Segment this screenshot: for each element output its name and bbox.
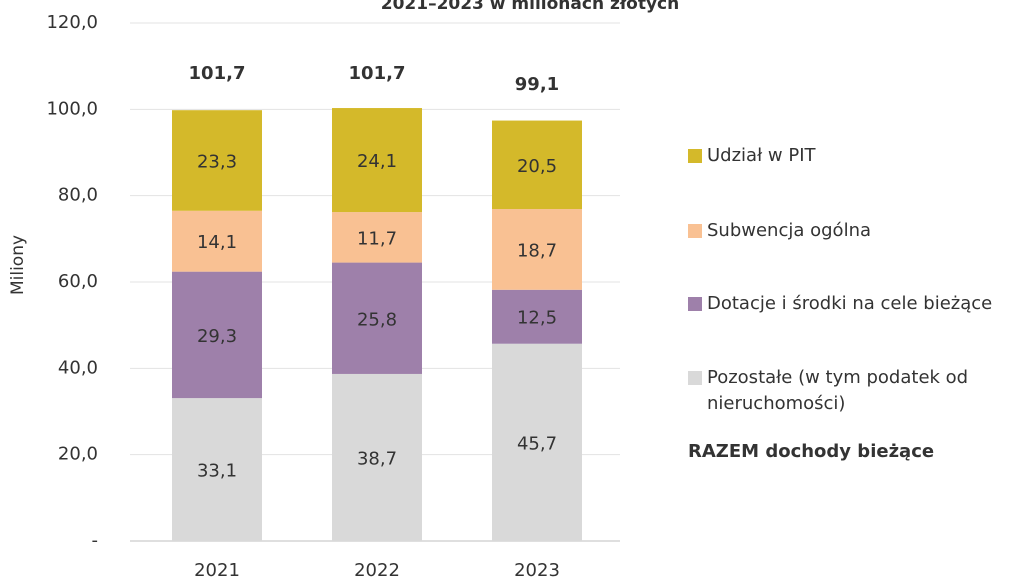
bar-segment [492, 343, 582, 541]
legend-item: RAZEM dochody bieżące [688, 439, 1028, 465]
legend-label: RAZEM dochody bieżące [688, 441, 935, 462]
total-label: 101,7 [189, 63, 246, 84]
value-label: 33,1 [197, 461, 237, 482]
y-tick-label: - [92, 530, 99, 551]
value-label: 23,3 [197, 151, 237, 172]
bar-segment [492, 209, 582, 290]
legend-label: Udział w PIT [707, 145, 816, 166]
y-axis-label: Miliony [8, 235, 28, 295]
legend-item: Dotacje i środki na cele bieżące [688, 291, 1028, 317]
value-label: 25,8 [357, 309, 397, 330]
value-label: 38,7 [357, 448, 397, 469]
y-tick-label: 60,0 [58, 271, 98, 292]
legend-swatch [688, 224, 702, 238]
value-label: 20,5 [517, 156, 557, 177]
value-label: 24,1 [357, 151, 397, 172]
value-label: 29,3 [197, 326, 237, 347]
bar-segment [332, 212, 422, 263]
legend-swatch [688, 297, 702, 311]
x-tick-label: 2023 [514, 560, 560, 577]
bar-segment [492, 120, 582, 210]
bar-segment [332, 373, 422, 541]
total-label: 101,7 [349, 63, 406, 84]
bar-segment [492, 289, 582, 344]
legend-item: Udział w PIT [688, 143, 1028, 169]
legend-label: Dotacje i środki na cele bieżące [707, 293, 993, 314]
bar-segment [332, 108, 422, 213]
bar-segment [172, 271, 262, 399]
bar-segment [172, 110, 262, 211]
chart-title: 2021–2023 w milionach złotych [381, 0, 680, 14]
value-label: 45,7 [517, 433, 557, 454]
y-tick-label: 20,0 [58, 444, 98, 465]
x-tick-label: 2021 [194, 560, 240, 577]
y-tick-label: 40,0 [58, 357, 98, 378]
y-tick-label: 120,0 [46, 12, 98, 33]
bar-segment [172, 210, 262, 272]
legend-swatch [688, 149, 702, 163]
total-label: 99,1 [515, 74, 559, 95]
legend-label: Pozostałe (w tym podatek od nieruchomośc… [707, 367, 969, 414]
x-tick-label: 2022 [354, 560, 400, 577]
value-label: 18,7 [517, 240, 557, 261]
legend-item: Pozostałe (w tym podatek od nieruchomośc… [688, 365, 1028, 417]
bar-segment [332, 262, 422, 374]
legend-label: Subwencja ogólna [707, 220, 872, 241]
bar-segment [172, 398, 262, 541]
legend-swatch [688, 371, 702, 385]
value-label: 11,7 [357, 228, 397, 249]
value-label: 14,1 [197, 232, 237, 253]
y-tick-label: 100,0 [46, 98, 98, 119]
value-label: 12,5 [517, 308, 557, 329]
y-tick-label: 80,0 [58, 185, 98, 206]
legend-item: Subwencja ogólna [688, 218, 1028, 244]
